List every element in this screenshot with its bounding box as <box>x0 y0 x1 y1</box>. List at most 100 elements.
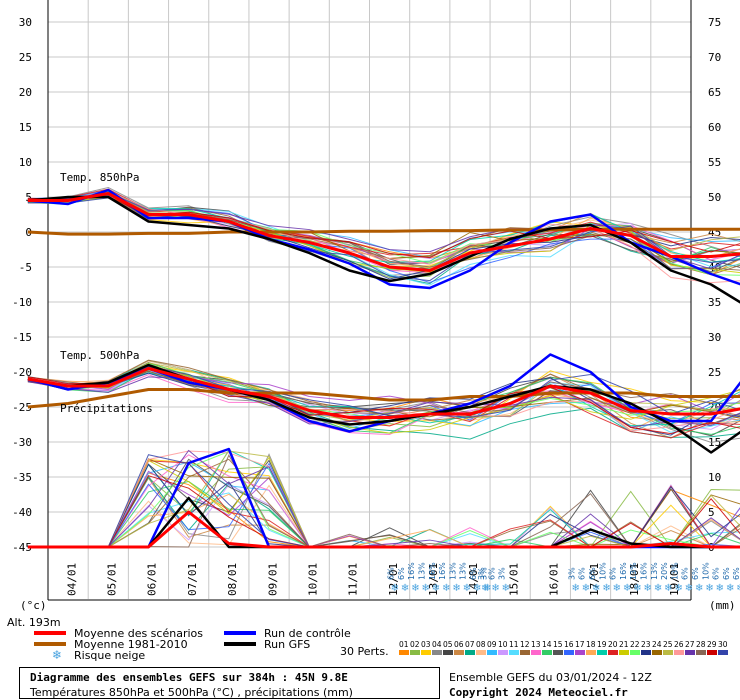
snow-risk-value: 13% <box>417 562 426 580</box>
snowflake-icon: ❄ <box>726 583 734 594</box>
left-tick-label: 5 <box>25 191 32 204</box>
snow-risk-value: 6% <box>609 567 618 580</box>
snow-risk-value: 10% <box>598 562 607 580</box>
x-tick-label: 11/01 <box>347 563 360 596</box>
pert-number: 03 <box>421 640 431 649</box>
snowflake-icon: ❄ <box>736 583 740 594</box>
right-unit-label: (mm) <box>709 599 736 612</box>
snowflake-icon: ❄ <box>592 583 600 594</box>
left-unit-label: (°c) <box>20 599 47 612</box>
x-tick-label: 12/01 <box>387 563 400 596</box>
pert-swatch <box>520 650 530 655</box>
series-t850-line <box>27 227 740 236</box>
snowflake-icon: ❄ <box>432 583 440 594</box>
pert-swatch <box>454 650 464 655</box>
member-t850-line <box>27 197 740 282</box>
right-tick-label: 75 <box>708 16 721 29</box>
snowflake-icon: ❄ <box>491 583 499 594</box>
snowflake-icon: ❄ <box>483 583 491 594</box>
pert-swatch <box>498 650 508 655</box>
series-t850-line <box>27 192 740 272</box>
snow-risk-value: 13% <box>448 562 457 580</box>
x-tick-label: 19/01 <box>668 563 681 596</box>
snowflake-icon: ❄ <box>705 583 713 594</box>
snowflake-icon: ❄ <box>421 583 429 594</box>
panel-label: Précipitations <box>60 402 153 415</box>
snowflake-icon: ❄ <box>411 583 419 594</box>
right-tick-label: 50 <box>708 191 721 204</box>
snow-risk-value: 3% <box>479 567 488 580</box>
snow-risk-value: 13% <box>670 562 679 580</box>
pert-number: 10 <box>498 640 508 649</box>
snowflake-icon: ❄ <box>716 583 724 594</box>
snow-risk-value: 20% <box>660 562 669 580</box>
snow-risk-value: 6% <box>487 567 496 580</box>
pert-number: 26 <box>674 640 684 649</box>
snowflake-icon: ❄ <box>401 583 409 594</box>
x-tick-label: 06/01 <box>146 563 159 596</box>
right-tick-label: 15 <box>708 436 721 449</box>
snow-risk-value: 6% <box>469 567 478 580</box>
snowflake-icon: ❄ <box>633 583 641 594</box>
snow-risk-value: 3% <box>477 567 486 580</box>
legend-label: Risque neige <box>74 649 145 662</box>
pert-number: 01 <box>399 640 409 649</box>
snow-risk-value: 6% <box>722 567 731 580</box>
copyright: Copyright 2024 Meteociel.fr <box>449 686 628 699</box>
pert-number: 13 <box>531 640 541 649</box>
x-tick-label: 07/01 <box>186 563 199 596</box>
snow-risk-value: 10% <box>701 562 710 580</box>
pert-number: 02 <box>410 640 420 649</box>
pert-number: 18 <box>586 640 596 649</box>
pert-swatch <box>553 650 563 655</box>
left-tick-label: -30 <box>12 436 32 449</box>
left-tick-label: -20 <box>12 366 32 379</box>
snow-risk-value: 13% <box>650 562 659 580</box>
snowflake-icon: ❄ <box>654 583 662 594</box>
x-tick-label: 14/01 <box>467 563 480 596</box>
pert-swatch <box>685 650 695 655</box>
pert-number: 24 <box>652 640 662 649</box>
altitude-label: Alt. 193m <box>7 616 61 629</box>
pert-number: 22 <box>630 640 640 649</box>
pert-number: 08 <box>476 640 486 649</box>
right-tick-label: 5 <box>708 506 715 519</box>
left-tick-label: -15 <box>12 331 32 344</box>
right-tick-label: 65 <box>708 86 721 99</box>
pert-swatch <box>410 650 420 655</box>
footer-subtitle: Températures 850hPa et 500hPa (°C) , pré… <box>30 686 353 699</box>
left-tick-label: 25 <box>19 51 32 64</box>
snowflake-icon: ❄ <box>391 583 399 594</box>
left-tick-label: -10 <box>12 296 32 309</box>
left-tick-label: -25 <box>12 401 32 414</box>
pert-swatch <box>663 650 673 655</box>
pert-number: 30 <box>718 640 728 649</box>
snowflake-icon: ❄ <box>685 583 693 594</box>
x-tick-label: 16/01 <box>548 563 561 596</box>
series-t500-line <box>27 363 740 454</box>
right-tick-label: 25 <box>708 366 721 379</box>
pert-number: 11 <box>509 640 519 649</box>
snowflake-icon: ❄ <box>502 583 510 594</box>
legend-label: Moyenne 1981-2010 <box>74 638 188 651</box>
pert-swatch <box>542 650 552 655</box>
panel-label: Temp. 500hPa <box>60 349 139 362</box>
pert-swatch <box>597 650 607 655</box>
snowflake-icon: ❄ <box>452 583 460 594</box>
snow-risk-value: 6% <box>387 567 396 580</box>
snow-risk-value: 16% <box>640 562 649 580</box>
snowflake-icon: ❄ <box>442 583 450 594</box>
pert-number: 15 <box>553 640 563 649</box>
left-tick-label: -5 <box>19 261 32 274</box>
snow-risk-value: 6% <box>732 567 740 580</box>
left-tick-label: -40 <box>12 506 32 519</box>
snow-risk-value: 16% <box>428 562 437 580</box>
snowflake-icon: ❄ <box>463 583 471 594</box>
pert-swatch <box>718 650 728 655</box>
series-t500-line <box>27 353 740 433</box>
footer-title: Diagramme des ensembles GEFS sur 384h : … <box>30 671 348 684</box>
panel-labels: Temp. 850hPa Temp. 500hPa Précipitations <box>60 171 153 415</box>
snow-risk-value: 6% <box>397 567 406 580</box>
pert-swatch <box>465 650 475 655</box>
pert-number: 20 <box>608 640 618 649</box>
